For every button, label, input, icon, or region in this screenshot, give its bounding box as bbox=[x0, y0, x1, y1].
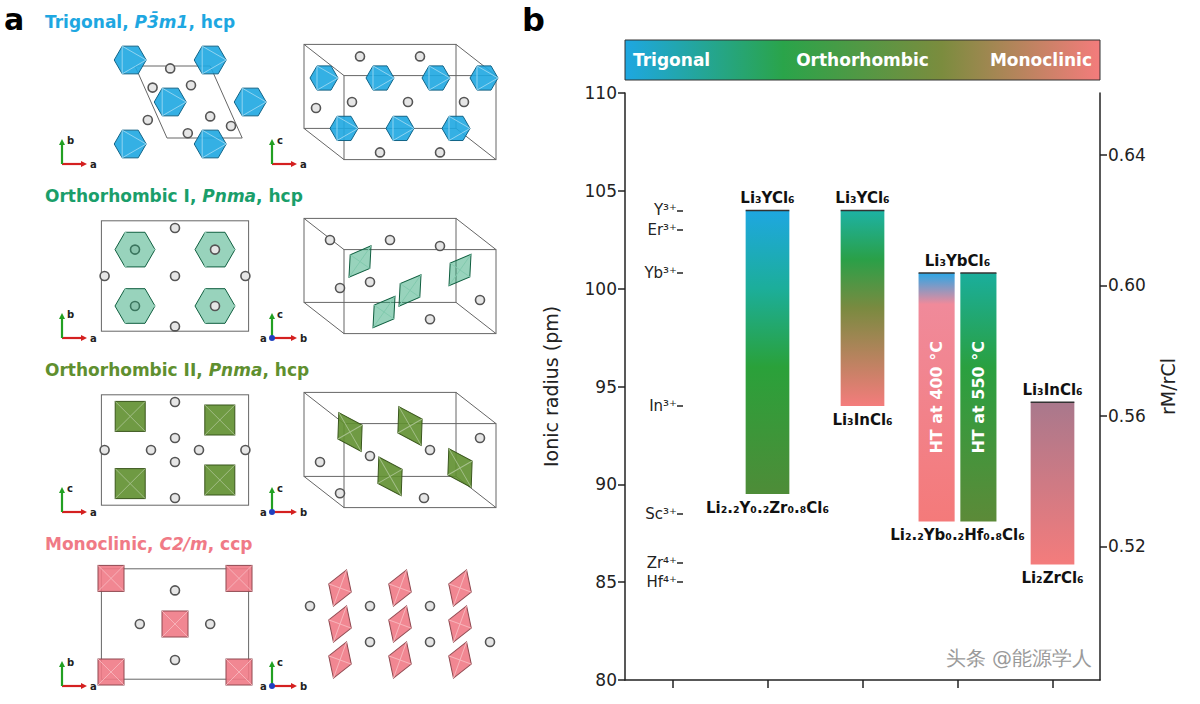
svg-text:a: a bbox=[90, 507, 97, 518]
svg-text:Orthorhombic I, Pnma, hcp: Orthorhombic I, Pnma, hcp bbox=[45, 186, 303, 206]
svg-text:Trigonal: Trigonal bbox=[633, 50, 710, 70]
svg-text:c: c bbox=[277, 657, 283, 668]
svg-text:b: b bbox=[67, 309, 74, 320]
svg-text:a: a bbox=[260, 507, 267, 518]
svg-text:Sc³⁺: Sc³⁺ bbox=[645, 505, 677, 523]
svg-text:Orthorhombic: Orthorhombic bbox=[796, 50, 929, 70]
svg-text:b: b bbox=[300, 681, 307, 692]
svg-text:b: b bbox=[67, 657, 74, 668]
svg-text:Zr⁴⁺: Zr⁴⁺ bbox=[647, 554, 677, 572]
svg-text:c: c bbox=[67, 483, 73, 494]
svg-text:Li₃InCl₆: Li₃InCl₆ bbox=[1022, 381, 1082, 399]
svg-text:Li₃YCl₆: Li₃YCl₆ bbox=[740, 189, 794, 207]
svg-text:a: a bbox=[4, 2, 24, 37]
svg-text:100: 100 bbox=[585, 279, 617, 299]
svg-text:a: a bbox=[260, 681, 267, 692]
svg-text:c: c bbox=[277, 309, 283, 320]
svg-text:b: b bbox=[522, 1, 545, 39]
svg-text:Li₃YbCl₆: Li₃YbCl₆ bbox=[925, 252, 991, 270]
svg-text:0.52: 0.52 bbox=[1108, 536, 1146, 556]
svg-text:c: c bbox=[277, 135, 283, 146]
svg-text:0.56: 0.56 bbox=[1108, 406, 1146, 426]
svg-text:Y³⁺: Y³⁺ bbox=[653, 201, 677, 219]
svg-text:头条 @能源学人: 头条 @能源学人 bbox=[946, 646, 1092, 670]
svg-text:Hf⁴⁺: Hf⁴⁺ bbox=[647, 573, 678, 591]
svg-text:Trigonal, P3̄m1, hcp: Trigonal, P3̄m1, hcp bbox=[45, 11, 235, 32]
svg-text:0.64: 0.64 bbox=[1108, 145, 1146, 165]
svg-text:Li₂.₂Y₀.₂Zr₀.₈Cl₆: Li₂.₂Y₀.₂Zr₀.₈Cl₆ bbox=[706, 499, 829, 517]
svg-text:In³⁺: In³⁺ bbox=[649, 397, 677, 415]
svg-text:105: 105 bbox=[585, 181, 617, 201]
svg-text:b: b bbox=[300, 507, 307, 518]
svg-text:Er³⁺: Er³⁺ bbox=[647, 221, 677, 239]
svg-text:Li₂.₂Yb₀.₂Hf₀.₈Cl₆: Li₂.₂Yb₀.₂Hf₀.₈Cl₆ bbox=[890, 526, 1025, 544]
svg-text:a: a bbox=[90, 159, 97, 170]
svg-text:HT at 550 °C: HT at 550 °C bbox=[969, 341, 988, 454]
svg-text:b: b bbox=[67, 135, 74, 146]
svg-text:Li₂ZrCl₆: Li₂ZrCl₆ bbox=[1021, 569, 1083, 587]
svg-text:85: 85 bbox=[595, 572, 617, 592]
svg-text:a: a bbox=[90, 333, 97, 344]
svg-text:HT at 400 °C: HT at 400 °C bbox=[927, 341, 946, 454]
svg-text:90: 90 bbox=[595, 474, 617, 494]
svg-text:Orthorhombic II, Pnma, hcp: Orthorhombic II, Pnma, hcp bbox=[45, 360, 309, 380]
svg-text:Yb³⁺: Yb³⁺ bbox=[643, 264, 677, 282]
svg-text:0.60: 0.60 bbox=[1108, 275, 1146, 295]
svg-text:Monoclinic, C2/m, ccp: Monoclinic, C2/m, ccp bbox=[45, 534, 252, 554]
svg-text:110: 110 bbox=[585, 83, 617, 103]
svg-text:Li₃InCl₆: Li₃InCl₆ bbox=[832, 411, 892, 429]
svg-text:a: a bbox=[260, 333, 267, 344]
svg-text:a: a bbox=[300, 159, 307, 170]
svg-text:80: 80 bbox=[595, 670, 617, 690]
svg-text:Li₃YCl₆: Li₃YCl₆ bbox=[835, 189, 889, 207]
svg-text:b: b bbox=[300, 333, 307, 344]
svg-text:c: c bbox=[277, 483, 283, 494]
svg-text:Monoclinic: Monoclinic bbox=[990, 50, 1092, 70]
svg-text:95: 95 bbox=[595, 377, 617, 397]
svg-text:a: a bbox=[90, 681, 97, 692]
svg-text:Ionic radius (pm): Ionic radius (pm) bbox=[540, 306, 562, 467]
svg-text:rM/rCl: rM/rCl bbox=[1157, 358, 1179, 415]
